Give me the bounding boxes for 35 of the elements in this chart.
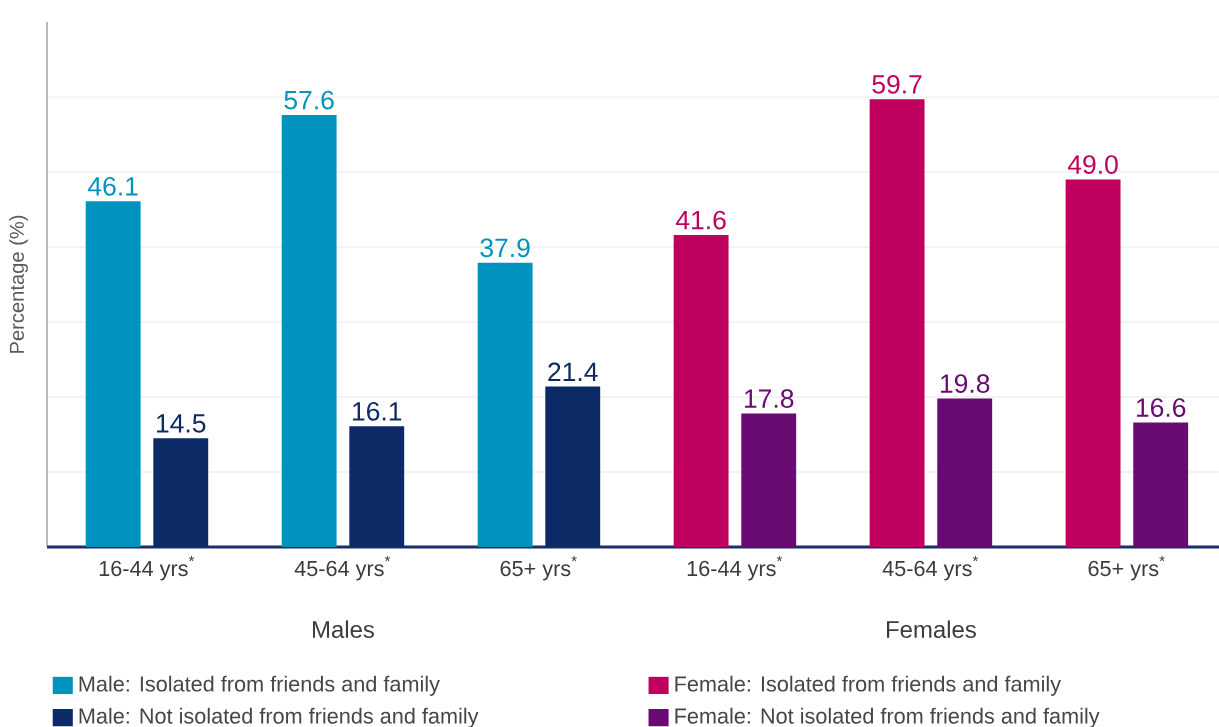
text: Males xyxy=(312,620,374,639)
data-label: 17.8 xyxy=(744,389,794,408)
x-tick-label: 45-64 yrs$^{*}$ xyxy=(294,555,391,581)
data-label: 59.7 xyxy=(872,74,922,94)
bar xyxy=(477,262,533,547)
bar xyxy=(281,114,337,547)
x-tick-label: 65+ yrs$^{*}$ xyxy=(500,555,577,581)
data-label: 41.6 xyxy=(675,210,726,230)
legend-label: Male: Isolated from friends and family xyxy=(79,675,440,696)
x-tick-label: 16-44 yrs$^{*}$ xyxy=(99,555,195,581)
x-tick-label: 65+ yrs$^{*}$ xyxy=(1088,555,1165,581)
data-label: 16.6 xyxy=(1136,398,1186,417)
x-tick-label: 16-44 yrs$^{*}$ xyxy=(687,555,783,581)
bar xyxy=(869,99,925,547)
bar xyxy=(937,398,993,547)
bar xyxy=(741,413,797,547)
x-tick-label: 45-64 yrs$^{*}$ xyxy=(882,555,979,581)
data-label: 21.4 xyxy=(548,362,598,381)
data-label: 16.1 xyxy=(353,401,402,421)
legend-label: Female: Isolated from friends and family xyxy=(675,675,1062,696)
y-axis-title: Percentage (%) xyxy=(9,215,28,353)
bar xyxy=(545,386,601,547)
data-label: 14.5 xyxy=(157,414,206,433)
bar xyxy=(673,234,729,547)
bar xyxy=(153,438,209,547)
data-label: 19.8 xyxy=(940,374,990,393)
text: Females xyxy=(886,620,976,639)
data-label: 57.6 xyxy=(284,90,334,110)
bar xyxy=(1065,179,1121,547)
bar xyxy=(1133,422,1189,547)
data-label: 37.9 xyxy=(480,238,530,258)
bar xyxy=(85,201,141,547)
data-label: 46.1 xyxy=(87,176,138,196)
bar xyxy=(349,426,405,547)
data-label: 49.0 xyxy=(1067,155,1118,174)
